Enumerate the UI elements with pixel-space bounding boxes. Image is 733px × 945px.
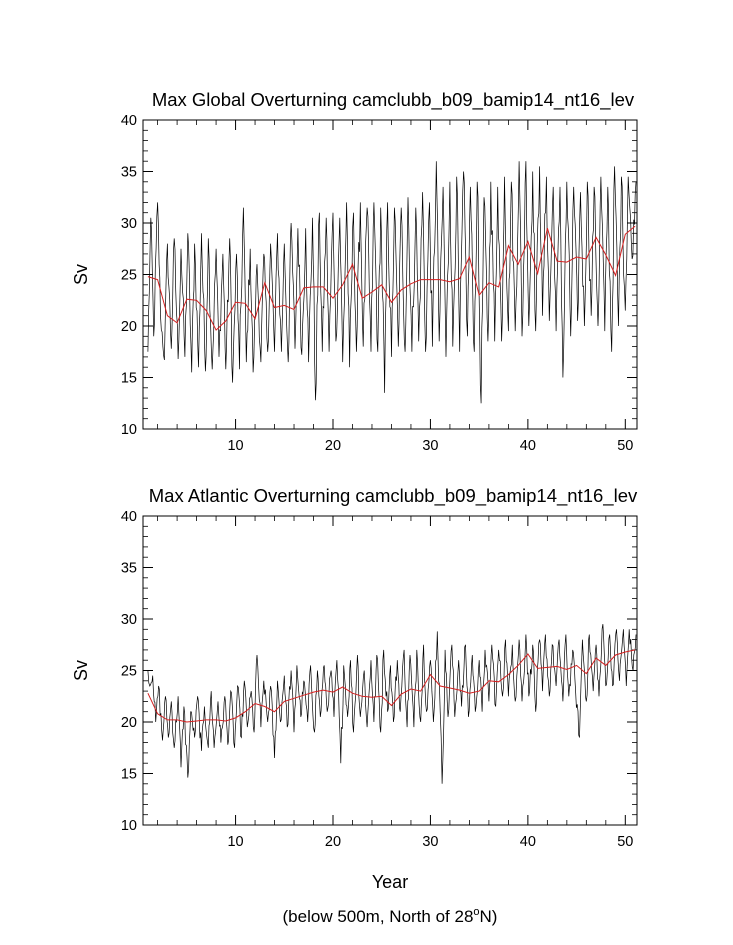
x-tick-label: 30 (422, 438, 438, 454)
x-tick-label: 30 (422, 834, 438, 850)
y-tick-label: 10 (121, 422, 137, 438)
plot-frame (142, 119, 638, 430)
region-note-suffix: N) (480, 907, 498, 926)
x-tick-label: 40 (520, 834, 536, 850)
monthly-series-line (147, 161, 637, 404)
y-tick-label: 10 (121, 818, 137, 834)
y-axis-label: Sv (71, 660, 91, 681)
x-tick-label: 40 (520, 438, 536, 454)
y-tick-label: 35 (121, 561, 137, 577)
y-tick-label: 30 (121, 612, 137, 628)
y-tick-label: 35 (121, 165, 137, 181)
monthly-series-line (147, 624, 637, 784)
degree-sign: o (473, 906, 479, 918)
y-tick-label: 15 (121, 371, 137, 387)
x-tick-label: 20 (325, 834, 341, 850)
y-tick-label: 15 (121, 767, 137, 783)
annual-mean-line (147, 649, 636, 723)
y-tick-label: 20 (121, 715, 137, 731)
plot-frame (142, 515, 638, 826)
annual-mean-line (147, 225, 636, 331)
atlantic-overturning-panel: Max Atlantic Overturning camclubb_b09_ba… (71, 485, 638, 850)
x-tick-label: 20 (325, 438, 341, 454)
x-axis-label: Year (372, 872, 408, 892)
chart-title: Max Global Overturning camclubb_b09_bami… (152, 89, 635, 111)
y-tick-label: 40 (121, 113, 137, 129)
y-tick-label: 20 (121, 319, 137, 335)
x-tick-label: 50 (617, 834, 633, 850)
global-overturning-panel: Max Global Overturning camclubb_b09_bami… (71, 89, 638, 454)
region-note-prefix: (below 500m, North of 28 (283, 907, 474, 926)
x-tick-label: 10 (227, 834, 243, 850)
y-tick-label: 25 (121, 664, 137, 680)
region-note: (below 500m, North of 28oN) (283, 906, 498, 926)
y-tick-label: 30 (121, 216, 137, 232)
x-tick-label: 10 (227, 438, 243, 454)
x-tick-label: 50 (617, 438, 633, 454)
y-tick-label: 40 (121, 509, 137, 525)
y-axis-label: Sv (71, 264, 91, 285)
y-tick-label: 25 (121, 268, 137, 284)
chart-title: Max Atlantic Overturning camclubb_b09_ba… (149, 485, 638, 507)
